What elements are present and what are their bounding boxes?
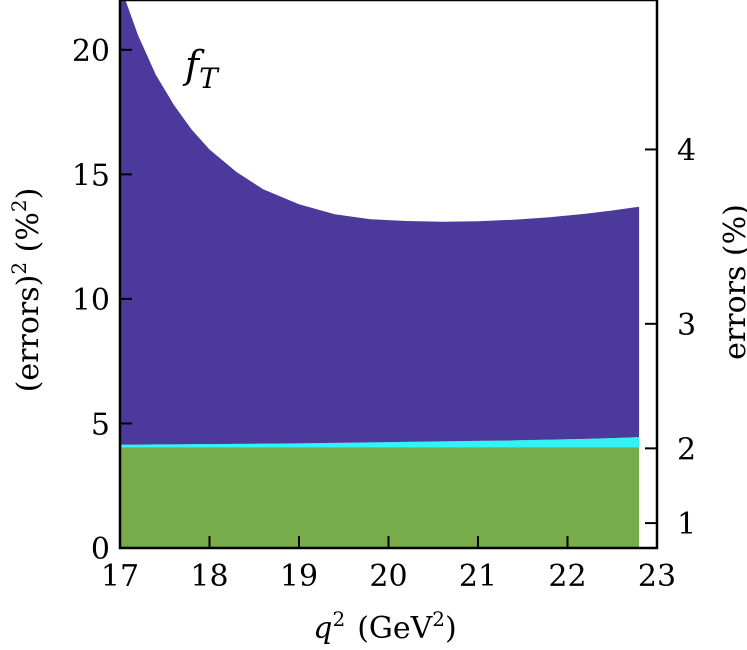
x-tick-label: 22 [548,559,586,594]
area-band-2 [120,437,640,448]
x-axis-var: q [313,611,332,645]
y-left-tick-label: 10 [72,283,110,318]
y-left-tick-label: 5 [91,407,110,442]
x-axis-label: q2 (GeV2) [313,607,457,645]
y-axis-right-label: errors (%) [718,204,747,360]
x-tick-label: 19 [280,559,318,594]
area-band-1 [120,447,640,548]
area-band-3 [120,0,640,445]
y-left-sup2: 2 [7,199,31,212]
y-left-tick-label: 20 [72,34,110,69]
x-tick-label: 17 [101,559,139,594]
y-axis-left-label: (errors)2 (%2) [7,188,46,393]
x-axis-var-sup: 2 [332,607,345,631]
x-tick-label: 18 [190,559,228,594]
y-right-tick-label: 2 [677,432,696,467]
function-label: fT [182,43,220,95]
x-tick-label: 20 [369,559,407,594]
x-axis-unit-sup: 2 [432,607,445,631]
function-label-sub: T [199,62,220,95]
x-axis-unit-post: ) [445,611,457,645]
x-tick-label: 23 [638,559,676,594]
y-left-pre: (errors) [11,275,46,393]
area-series-group [120,0,640,548]
x-axis-unit-pre: (GeV [357,611,433,645]
y-left-tick-label: 0 [91,532,110,567]
y-left-mid: (% [11,212,46,262]
y-left-tick-label: 15 [72,158,110,193]
x-tick-label: 21 [459,559,497,594]
y-right-tick-label: 3 [677,308,696,343]
y-right-tick-label: 1 [677,507,696,542]
y-left-sup1: 2 [7,262,31,275]
y-right-tick-label: 4 [677,133,696,168]
y-left-post: ) [11,188,46,200]
